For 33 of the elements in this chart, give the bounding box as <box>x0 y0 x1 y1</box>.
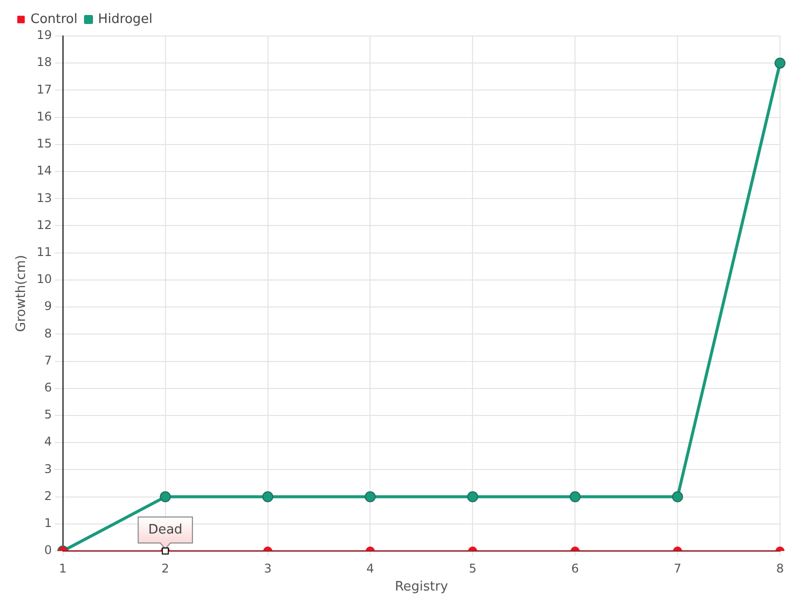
annotation: Dead <box>148 522 182 538</box>
y-tick-label: 14 <box>36 164 52 178</box>
y-tick-label: 15 <box>36 136 52 151</box>
x-tick-label: 2 <box>161 561 170 576</box>
y-tick-label: 2 <box>44 488 52 503</box>
y-tick-label: 0 <box>44 543 52 558</box>
x-axis-title: Registry <box>394 580 448 595</box>
x-tick-label: 7 <box>674 561 682 576</box>
y-tick-label: 10 <box>36 272 52 286</box>
y-tick-label: 4 <box>44 434 52 449</box>
legend-label: Hidrogel <box>98 12 153 27</box>
y-tick-label: 19 <box>36 28 52 42</box>
y-tick-label: 3 <box>44 462 52 476</box>
y-tick-label: 5 <box>44 408 52 422</box>
x-tick-label: 5 <box>468 561 476 576</box>
y-axis-title: Growth(cm) <box>14 254 30 332</box>
y-tick-label: 13 <box>36 190 52 205</box>
x-tick-label: 4 <box>366 561 374 576</box>
x-tick-label: 3 <box>264 561 272 576</box>
y-tick-label: 11 <box>36 244 52 259</box>
y-tick-label: 1 <box>44 516 52 530</box>
y-tick-label: 12 <box>36 218 52 232</box>
y-tick-label: 6 <box>44 380 52 394</box>
legend-label: Control <box>30 12 78 27</box>
x-tick-label: 8 <box>776 561 784 576</box>
y-tick-label: 7 <box>44 353 52 368</box>
x-tick-label: 6 <box>571 561 579 576</box>
y-tick-label: 8 <box>44 326 52 340</box>
y-tick-label: 16 <box>36 109 52 124</box>
y-tick-label: 18 <box>36 55 52 70</box>
y-tick-label: 9 <box>44 299 52 314</box>
x-tick-label: 1 <box>59 561 67 576</box>
y-tick-label: 17 <box>36 82 52 96</box>
